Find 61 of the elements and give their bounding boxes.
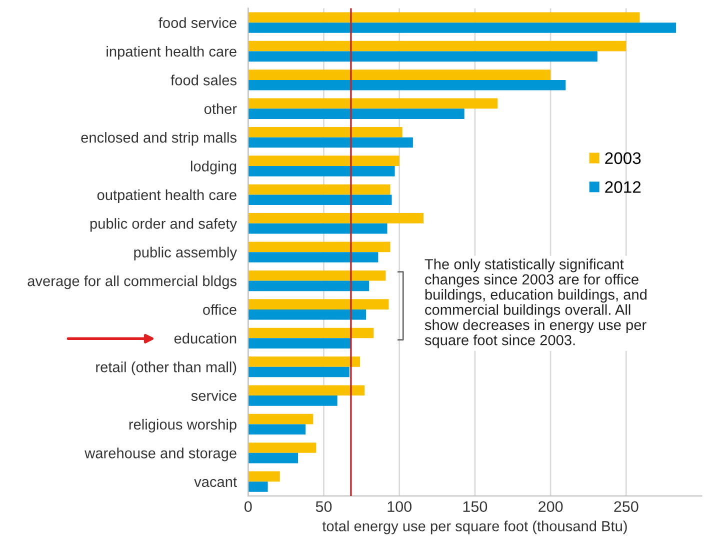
y-tick-label: outpatient health care [97, 189, 236, 204]
x-tick-label: 200 [538, 501, 563, 512]
y-tick-label: inpatient health care [106, 46, 236, 60]
bar [248, 252, 378, 262]
bar [248, 194, 392, 206]
y-tick-label: lodging [190, 160, 236, 174]
bar [248, 270, 386, 281]
bar [248, 482, 268, 492]
bar [248, 12, 640, 23]
bar [248, 242, 390, 252]
bar [248, 452, 298, 464]
bar [248, 223, 388, 234]
y-tick-label: public order and safety [90, 218, 238, 232]
y-tick-label: religious worship [129, 418, 236, 433]
y-tick-label: food sales [170, 74, 237, 86]
bar [248, 70, 551, 80]
bar [248, 156, 400, 166]
x-tick-label: 150 [463, 501, 488, 512]
bar [248, 338, 351, 348]
bar [248, 280, 370, 292]
y-tick-label: office [203, 304, 236, 315]
y-tick-label: service [191, 390, 236, 401]
bar [248, 385, 365, 396]
x-axis-title: total energy use per square foot (thousand Btu) [322, 520, 627, 534]
bar [248, 396, 338, 406]
bar [248, 414, 314, 424]
y-tick-label: enclosed and strip malls [81, 132, 237, 146]
bar [248, 309, 366, 320]
bar [248, 471, 280, 482]
bar [248, 108, 464, 119]
y-tick-label: education [174, 332, 236, 344]
bar [248, 213, 424, 224]
bar [248, 366, 350, 378]
bar [248, 51, 598, 62]
bar [248, 328, 374, 338]
bar [248, 137, 413, 148]
bar [248, 184, 390, 195]
annotation: The only statistically significant changes since 2003 are for office buildings, education buildings, and commercial buildings overall. All show decreases in energy use per square foot since 2003. [424, 258, 646, 348]
bar [248, 80, 566, 90]
y-tick-label: public assembly [134, 246, 238, 260]
y-tick-label: vacant [194, 477, 237, 488]
bar [248, 40, 626, 52]
bar [248, 424, 306, 435]
bar [248, 126, 402, 138]
bar [248, 22, 676, 33]
y-tick-label: average for all commercial bldgs [28, 275, 237, 290]
x-tick-label: 250 [614, 501, 638, 512]
bar [248, 299, 389, 310]
legend-label: 2012 [605, 181, 641, 193]
x-tick-label: 0 [244, 501, 252, 512]
y-tick-label: warehouse and storage [84, 448, 236, 462]
legend-label: 2003 [605, 152, 641, 164]
bar [248, 98, 498, 109]
bar [248, 442, 316, 453]
y-tick-label: other [204, 103, 237, 114]
bar [248, 356, 360, 367]
bar [248, 166, 395, 176]
y-tick-label: retail (other than mall) [96, 362, 236, 376]
x-tick-label: 50 [316, 501, 332, 512]
y-tick-label: food service [158, 17, 236, 28]
x-tick-label: 100 [388, 501, 412, 512]
